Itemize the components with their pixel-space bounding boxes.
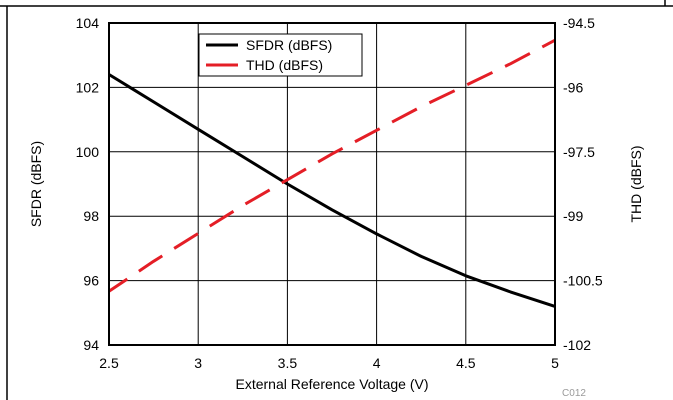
series-line-sfdr: [109, 75, 555, 307]
y-tick-label-left: 96: [83, 273, 99, 289]
y-axis-title-left: SFDR (dBFS): [28, 141, 44, 227]
x-tick-label: 4: [373, 355, 381, 371]
legend-label-sfdr: SFDR (dBFS): [246, 37, 332, 53]
data-series: [109, 40, 555, 306]
y-tick-label-right: -96: [563, 79, 583, 95]
y-tick-label-right: -94.5: [563, 15, 595, 31]
y-axis-title-right: THD (dBFS): [628, 146, 644, 223]
y-tick-label-left: 94: [83, 337, 99, 353]
y-tick-label-left: 98: [83, 208, 99, 224]
y-tick-label-right: -102: [563, 337, 591, 353]
x-tick-label: 3: [194, 355, 202, 371]
y-tick-label-right: -100.5: [563, 273, 603, 289]
y-tick-label-left: 100: [76, 144, 100, 160]
y-tick-label-right: -97.5: [563, 144, 595, 160]
x-axis-title: External Reference Voltage (V): [236, 376, 429, 392]
x-tick-label: 2.5: [99, 355, 119, 371]
figure-code-label: C012: [562, 388, 586, 399]
x-tick-label: 5: [551, 355, 559, 371]
y-tick-label-right: -99: [563, 208, 583, 224]
y-tick-label-left: 102: [76, 79, 100, 95]
legend-label-thd: THD (dBFS): [246, 57, 323, 73]
series-line-thd: [109, 40, 555, 291]
x-tick-label: 4.5: [456, 355, 476, 371]
legend: SFDR (dBFS) THD (dBFS): [199, 34, 362, 76]
y-tick-label-left: 104: [76, 15, 100, 31]
x-tick-label: 3.5: [278, 355, 298, 371]
